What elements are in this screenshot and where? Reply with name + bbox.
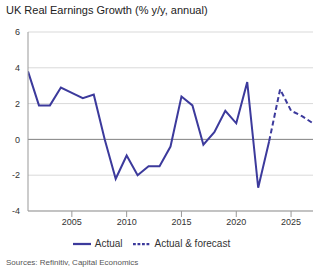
svg-text:2025: 2025 xyxy=(281,217,301,227)
svg-text:2015: 2015 xyxy=(171,217,191,227)
html-text:Actual: Actual xyxy=(94,237,123,249)
html-text:UK Real Earnings Growth (% y/y: UK Real Earnings Growth (% y/y, annual) xyxy=(6,4,208,16)
svg-text:4: 4 xyxy=(15,63,20,73)
svg-text:-2: -2 xyxy=(12,170,20,180)
html-text:Sources: Refinitiv, Capital Ec: Sources: Refinitiv, Capital Economics xyxy=(6,258,139,267)
svg-text:-4: -4 xyxy=(12,206,20,216)
svg-text:0: 0 xyxy=(15,135,20,145)
svg-text:6: 6 xyxy=(15,27,20,37)
svg-text:2020: 2020 xyxy=(226,217,246,227)
svg-text:2005: 2005 xyxy=(62,217,82,227)
svg-text:2: 2 xyxy=(15,99,20,109)
svg-text:2010: 2010 xyxy=(117,217,137,227)
html-text:Actual & forecast: Actual & forecast xyxy=(154,237,231,249)
